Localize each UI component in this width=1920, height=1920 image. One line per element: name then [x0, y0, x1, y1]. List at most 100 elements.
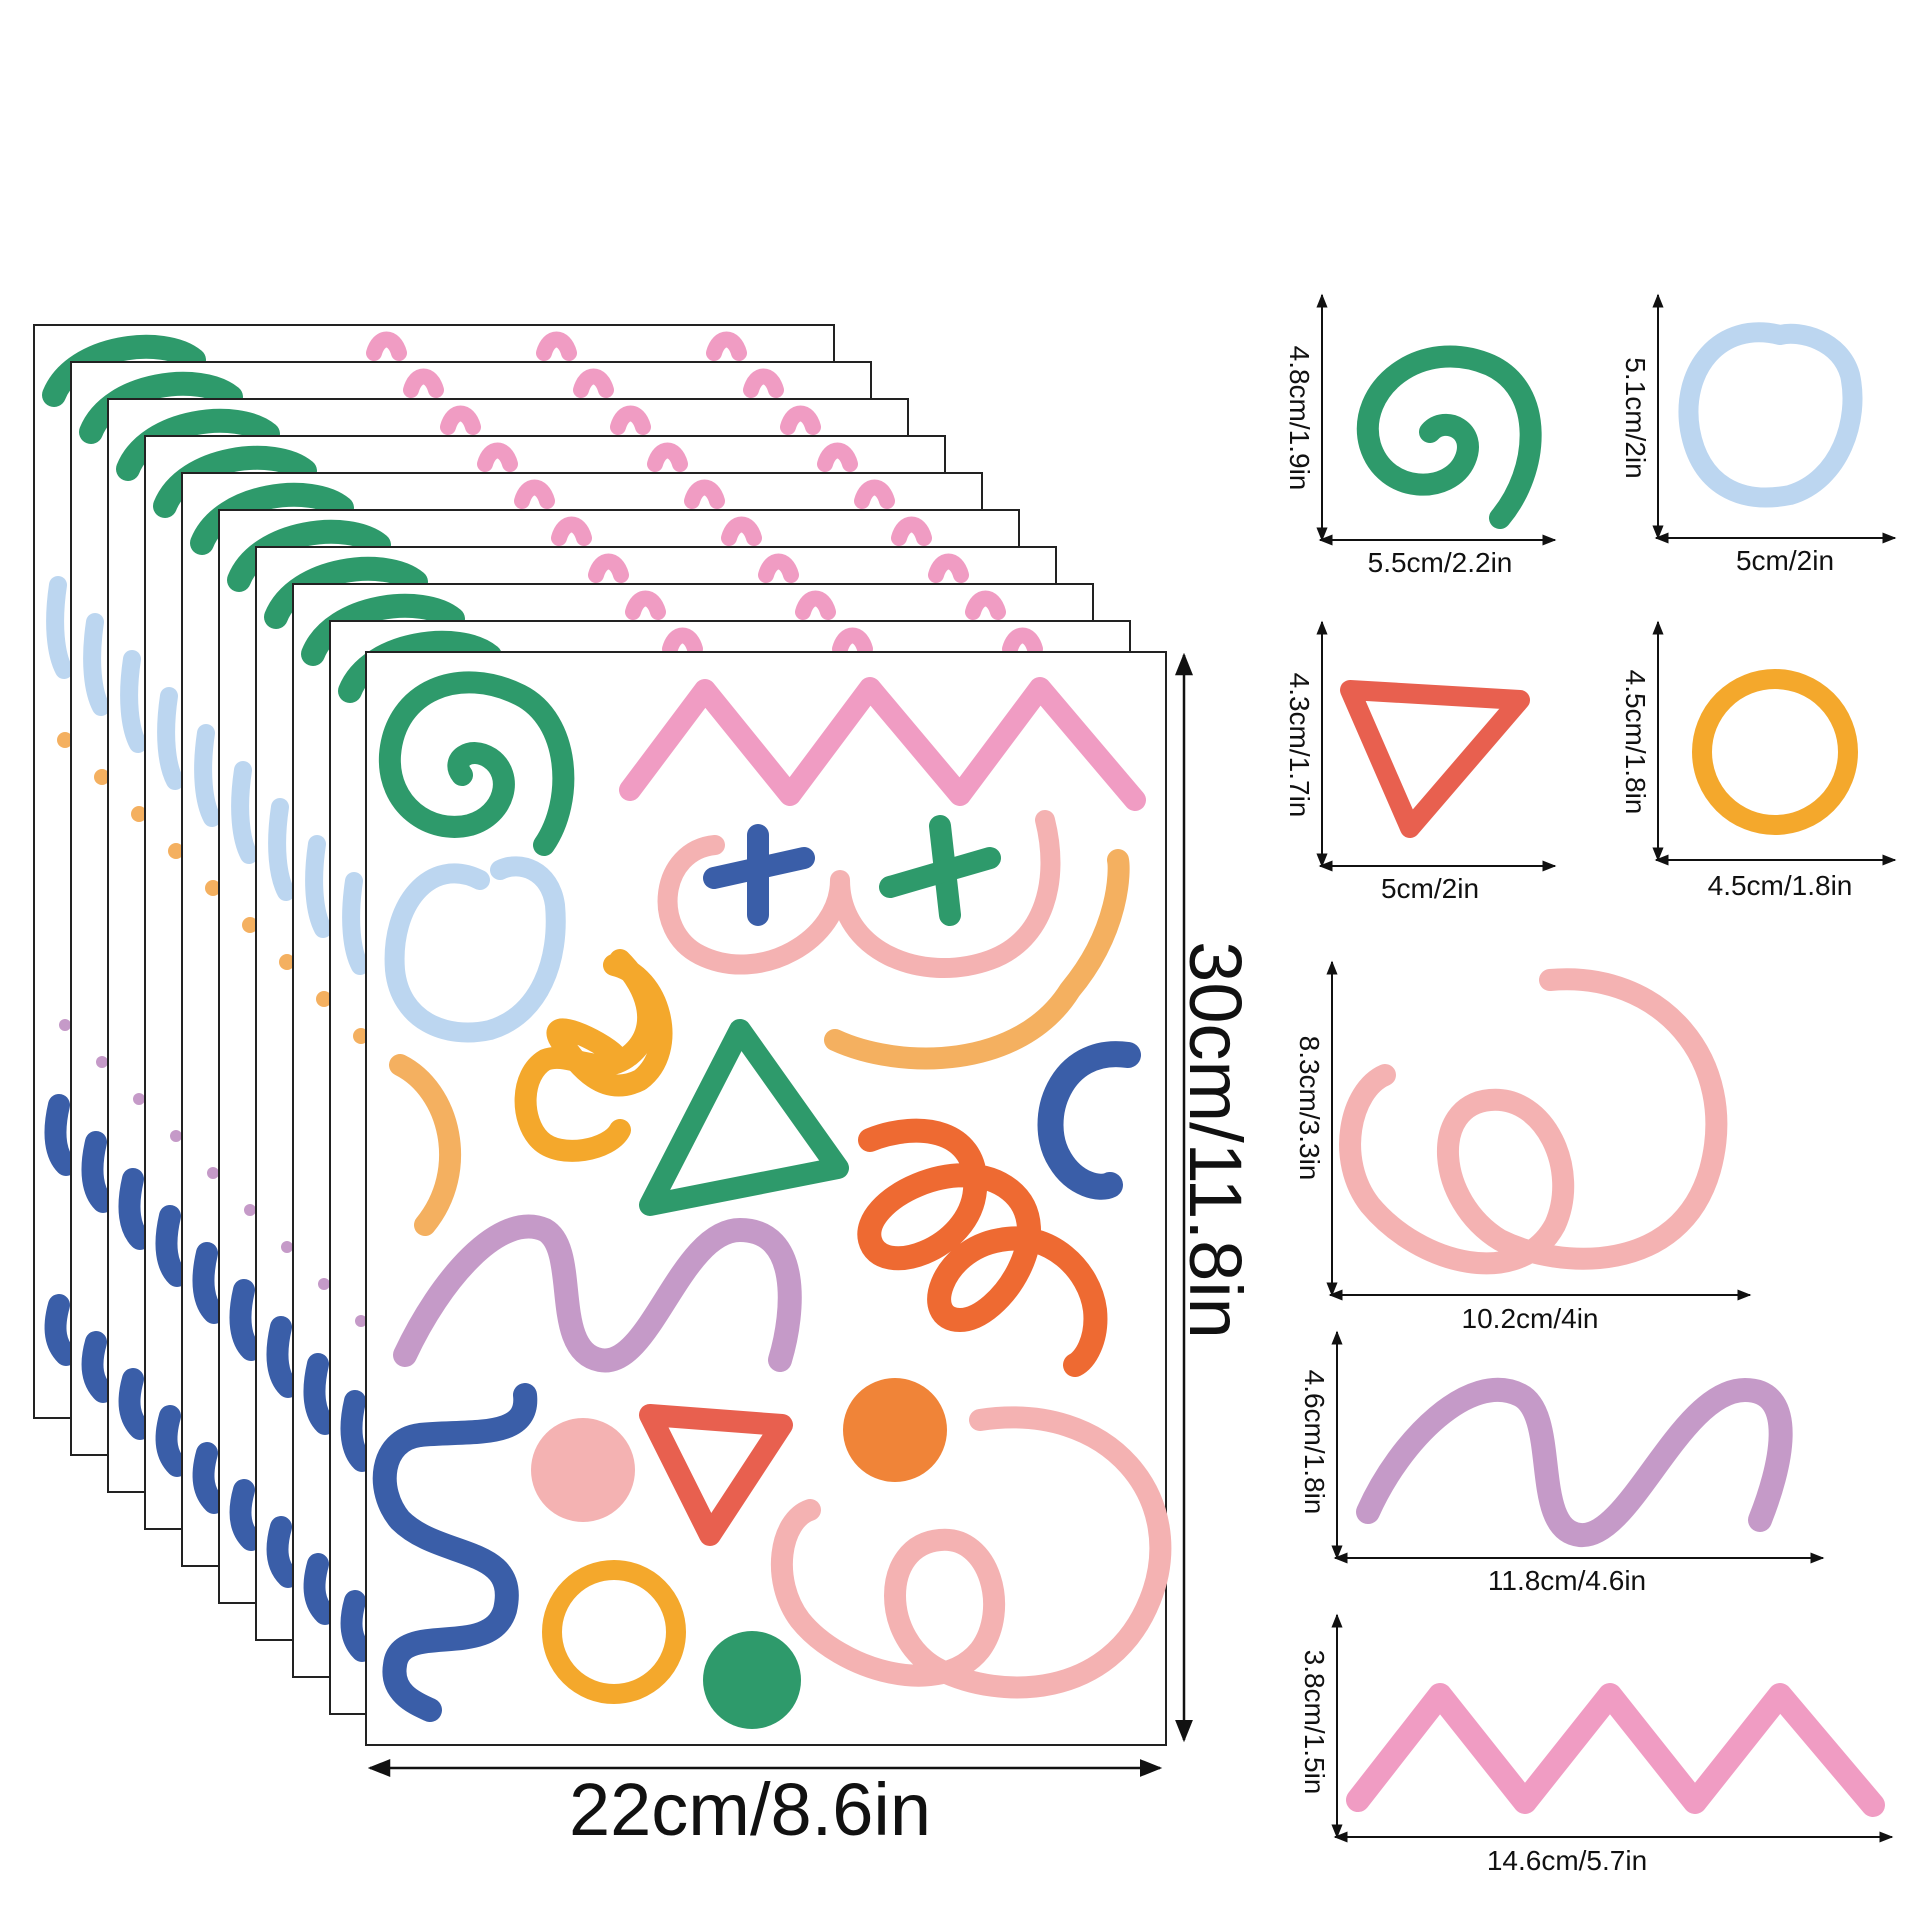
stacked-sheet-sticker-edge — [44, 1094, 77, 1176]
spiral-height-label: 4.8cm/1.9in — [1284, 346, 1315, 491]
sticker-loop-panel: 10.2cm/4in 8.3cm/3.3in — [1294, 960, 1752, 1334]
stacked-sheet-sticker-edge — [194, 724, 221, 827]
stacked-sheet-sticker-edge — [684, 479, 725, 509]
stacked-sheet-sticker-edge — [795, 590, 836, 620]
stacked-sheet-sticker-edge — [854, 479, 895, 509]
sheet-green-cross-sticker — [879, 815, 1001, 926]
sheet-yellow-squiggle-tail — [514, 949, 660, 1162]
sheet-green-dot-sticker — [703, 1631, 801, 1729]
sheet-peach-loop-sticker — [770, 1406, 1172, 1699]
stacked-sheet-sticker-edge — [192, 1442, 225, 1514]
stacked-sheet-sticker-edge — [133, 1093, 145, 1105]
triangle-height-label: 4.3cm/1.7in — [1284, 673, 1315, 818]
sheet-orange-arc-sticker — [824, 849, 1130, 1070]
stacked-sheet-sticker-edge — [301, 593, 465, 666]
stacked-sheet-sticker-edge — [131, 806, 147, 822]
stacked-sheet-sticker-edge — [440, 405, 481, 435]
stacked-sheet-sticker-edge — [743, 368, 784, 398]
sticker-oval-panel: 5cm/2in 5.1cm/2in — [1620, 293, 1897, 576]
sheet-peach-arc-sticker — [657, 810, 1061, 978]
oval-height-label: 5.1cm/2in — [1620, 357, 1651, 478]
stacked-sheet-sticker-edge — [244, 1204, 256, 1216]
stacked-sheet-sticker-edge — [59, 1019, 71, 1031]
stacked-sheet-sticker-edge — [207, 1167, 219, 1179]
stacked-sheet-sticker-edge — [192, 1242, 225, 1324]
stacked-sheet-sticker-edge — [305, 835, 332, 938]
stacked-sheet-sticker-edge — [647, 442, 688, 472]
sheet-triangle-sticker — [639, 1019, 849, 1216]
sheet-orange-left-arc-sticker — [389, 1054, 462, 1236]
stacked-sheet-sticker-edge — [264, 556, 428, 629]
zigzag-height-label: 3.8cm/1.5in — [1299, 1650, 1330, 1795]
sheet-orange-dot-sticker — [843, 1378, 947, 1482]
stacked-sheet-sticker-edge — [551, 516, 592, 546]
stacked-sheet-sticker-edge — [118, 1168, 151, 1250]
stacked-sheet-sticker-edge — [229, 1479, 262, 1551]
stacked-sheet-sticker-edge — [157, 687, 184, 790]
stacked-sheet-sticker-edge — [625, 590, 666, 620]
stacked-sheet-sticker-edge — [610, 405, 651, 435]
sheet-purple-wave-sticker — [393, 1214, 802, 1373]
sticker-zigzag-panel: 14.6cm/5.7in 3.8cm/1.5in — [1299, 1613, 1894, 1876]
sheet-zigzag-sticker — [619, 677, 1146, 811]
stacked-sheet-sticker-edge — [116, 408, 280, 481]
sticker-ring-panel: 4.5cm/1.8in 4.5cm/1.8in — [1620, 620, 1897, 901]
sheet-orange-loops-sticker — [857, 1118, 1108, 1377]
stacked-sheet-sticker-edge — [318, 1278, 330, 1290]
stacked-sheet-sticker-edge — [242, 917, 258, 933]
stacked-sheet-sticker-edge — [190, 482, 354, 555]
stacked-sheet-sticker-edge — [832, 627, 873, 657]
stacked-sheet-sticker-edge — [342, 872, 369, 975]
stacked-sheet-sticker-edge — [536, 331, 577, 361]
wave-height-label: 4.6cm/1.8in — [1299, 1370, 1330, 1515]
stacked-sheet-sticker-edge — [303, 1353, 336, 1435]
stacked-sheet-sticker-edge — [118, 1368, 151, 1440]
stacked-sheet-sticker-edge — [706, 331, 747, 361]
sheet-red-triangle-sticker — [639, 1404, 793, 1546]
stacked-sheet-sticker-edge — [205, 880, 221, 896]
stacked-sheet-sticker-edge — [340, 1590, 373, 1662]
stacked-sheet-sticker-edge — [266, 1316, 299, 1398]
sheet-oval-sticker — [384, 856, 566, 1043]
stacked-sheet-sticker-edge — [94, 769, 110, 785]
sticker-triangle-panel: 5cm/2in 4.3cm/1.7in — [1284, 620, 1557, 904]
stacked-sheet-sticker-edge — [46, 576, 73, 679]
stacked-sheet-sticker-edge — [281, 1241, 293, 1253]
zigzag-width-label: 14.6cm/5.7in — [1487, 1845, 1647, 1876]
stacked-sheet-sticker-edge — [338, 630, 502, 703]
stacked-sheet-sticker-edge — [229, 1279, 262, 1361]
stacked-sheet-sticker-edge — [44, 1294, 77, 1366]
stacked-sheet-sticker-edge — [780, 405, 821, 435]
spiral-width-label: 5.5cm/2.2in — [1368, 547, 1513, 578]
stacked-sheet-sticker-edge — [96, 1056, 108, 1068]
stacked-sheet-sticker-edge — [79, 371, 243, 444]
loop-height-label: 8.3cm/3.3in — [1294, 1036, 1325, 1181]
stacked-sheet-sticker-edge — [403, 368, 444, 398]
stacked-sheet-sticker-edge — [57, 732, 73, 748]
stacked-sheet-sticker-edge — [155, 1205, 188, 1287]
stacked-sheet-sticker-edge — [81, 1131, 114, 1213]
front-sticker-sheet — [365, 651, 1172, 1746]
stacked-sheet-sticker-edge — [83, 613, 110, 716]
stacked-sheet-sticker-edge — [303, 1553, 336, 1625]
stacked-sheet-sticker-edge — [42, 334, 206, 407]
stacked-sheet-sticker-edge — [891, 516, 932, 546]
sheet-blue-cross-sticker — [703, 824, 815, 926]
stacked-sheet-sticker-edge — [316, 991, 332, 1007]
sticker-spiral-panel: 5.5cm/2.2in 4.8cm/1.9in — [1284, 293, 1557, 578]
stacked-sheet-sticker-edge — [928, 553, 969, 583]
sheet-pink-dot-sticker — [531, 1418, 635, 1522]
stacked-sheet-sticker-edge — [153, 445, 317, 518]
stacked-sheet-sticker-edge — [758, 553, 799, 583]
loop-width-label: 10.2cm/4in — [1462, 1303, 1599, 1334]
stacked-sheet-sticker-edge — [355, 1315, 367, 1327]
stacked-sheet-sticker-edge — [155, 1405, 188, 1477]
sheet-ring-sticker — [542, 1560, 686, 1704]
stacked-sheet-sticker-edge — [477, 442, 518, 472]
stacked-sheet-sticker-edge — [168, 843, 184, 859]
stacked-sheet-sticker-edge — [366, 331, 407, 361]
oval-width-label: 5cm/2in — [1736, 545, 1834, 576]
sticker-wave-panel: 11.8cm/4.6in 4.6cm/1.8in — [1299, 1330, 1825, 1596]
ring-height-label: 4.5cm/1.8in — [1620, 670, 1651, 815]
